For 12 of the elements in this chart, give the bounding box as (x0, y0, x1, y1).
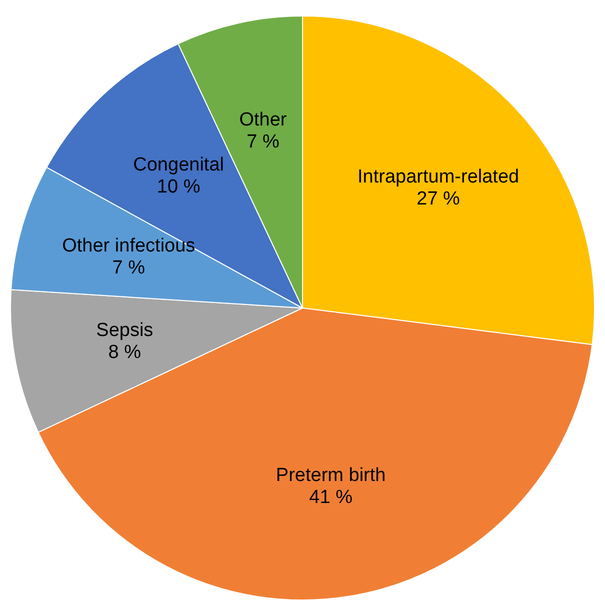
slice-label: Other infectious (62, 236, 196, 257)
data-label: 10 % (156, 176, 200, 198)
data-label: 7 % (112, 258, 146, 279)
data-label: 27 % (416, 188, 460, 210)
data-label: 7 % (246, 132, 280, 153)
data-label: 41 % (309, 487, 353, 508)
slice-label: Preterm birth (276, 465, 386, 486)
data-label: 8 % (108, 342, 142, 364)
slice-label: Other (239, 110, 288, 131)
slice-label: Sepsis (96, 320, 154, 342)
slice-label: Congenital (133, 154, 224, 176)
slice-label: Intrapartum-related (358, 166, 520, 188)
